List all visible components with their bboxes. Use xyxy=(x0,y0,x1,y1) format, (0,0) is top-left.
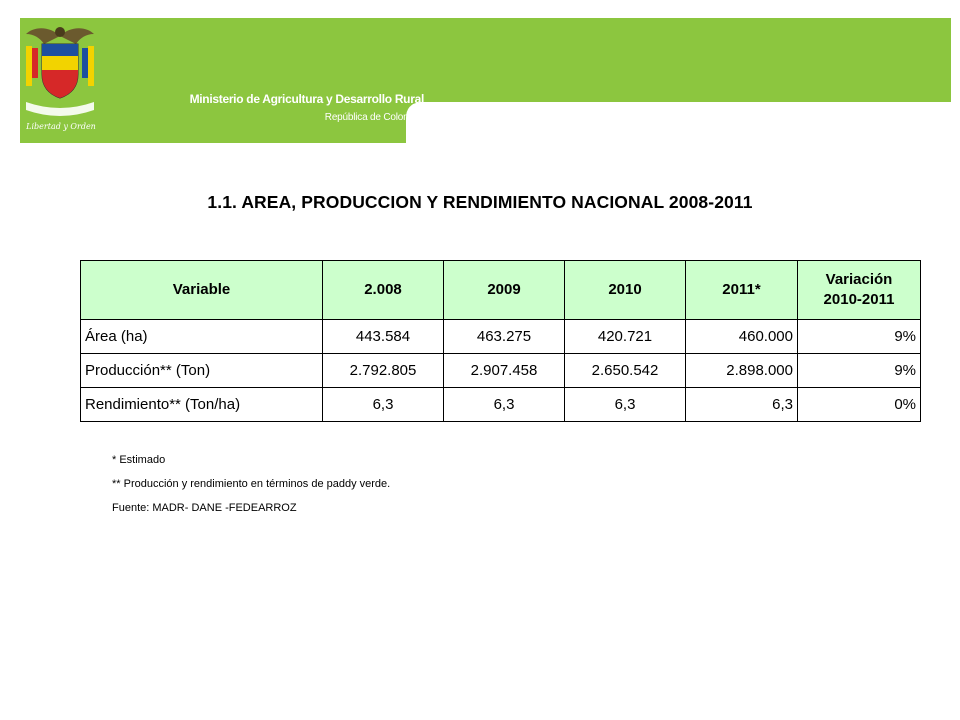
cell-2010: 420.721 xyxy=(564,319,686,354)
cell-2009: 2.907.458 xyxy=(443,353,565,388)
cell-2008: 2.792.805 xyxy=(322,353,444,388)
cell-2009: 463.275 xyxy=(443,319,565,354)
table-row: Rendimiento** (Ton/ha) 6,3 6,3 6,3 6,3 0… xyxy=(80,387,921,422)
cell-variation: 9% xyxy=(797,319,921,354)
motto: Libertad y Orden xyxy=(26,122,96,131)
footnote-estimate: * Estimado xyxy=(112,454,166,466)
republic-name: República de Colombia xyxy=(324,112,424,123)
banner-shape xyxy=(20,18,951,143)
header-2009: 2009 xyxy=(443,260,565,320)
coat-of-arms-icon xyxy=(26,27,94,116)
cell-2010: 6,3 xyxy=(564,387,686,422)
header-2011: 2011* xyxy=(685,260,798,320)
ministry-name: Ministerio de Agricultura y Desarrollo R… xyxy=(189,92,425,106)
table-row: Área (ha) 443.584 463.275 420.721 460.00… xyxy=(80,319,921,354)
cell-2010: 2.650.542 xyxy=(564,353,686,388)
cell-variation: 0% xyxy=(797,387,921,422)
header-2010: 2010 xyxy=(564,260,686,320)
cell-variable: Producción** (Ton) xyxy=(80,353,323,388)
header-variation: Variación 2010-2011 xyxy=(797,260,921,320)
cell-variable: Área (ha) xyxy=(80,319,323,354)
data-table: Variable 2.008 2009 2010 2011* Variación… xyxy=(80,260,921,422)
header-2008: 2.008 xyxy=(322,260,444,320)
cell-2011: 2.898.000 xyxy=(685,353,798,388)
cell-2011: 460.000 xyxy=(685,319,798,354)
header-variable: Variable xyxy=(80,260,323,320)
table-row: Producción** (Ton) 2.792.805 2.907.458 2… xyxy=(80,353,921,388)
table-header-row: Variable 2.008 2009 2010 2011* Variación… xyxy=(80,260,921,320)
cell-2011: 6,3 xyxy=(685,387,798,422)
footnotes: * Estimado ** Producción y rendimiento e… xyxy=(112,448,390,520)
cell-2009: 6,3 xyxy=(443,387,565,422)
header-banner: Ministerio de Agricultura y Desarrollo R… xyxy=(20,18,951,143)
cell-variable: Rendimiento** (Ton/ha) xyxy=(80,387,323,422)
source-note: Fuente: MADR- DANE -FEDEARROZ xyxy=(112,502,297,514)
cell-2008: 6,3 xyxy=(322,387,444,422)
page-title: 1.1. AREA, PRODUCCION Y RENDIMIENTO NACI… xyxy=(207,192,753,212)
footnote-paddy: ** Producción y rendimiento en términos … xyxy=(112,478,391,490)
cell-2008: 443.584 xyxy=(322,319,444,354)
cell-variation: 9% xyxy=(797,353,921,388)
